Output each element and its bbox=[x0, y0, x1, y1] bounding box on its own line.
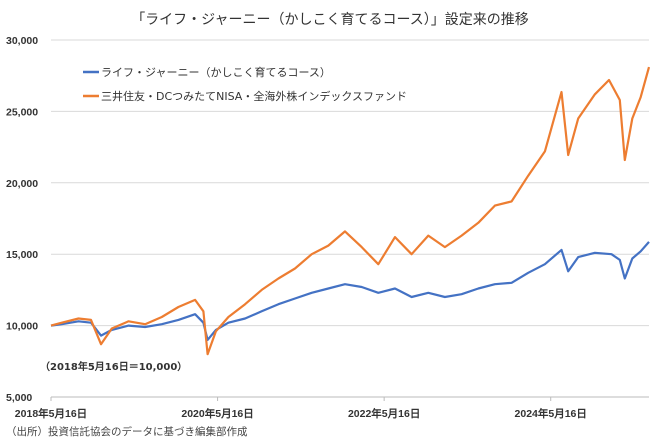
y-tick-label: 25,000 bbox=[6, 106, 38, 118]
series-line-0 bbox=[50, 241, 650, 341]
y-tick-label: 15,000 bbox=[6, 249, 38, 261]
series-line-1 bbox=[50, 66, 651, 356]
legend-label: ライフ・ジャーニー（かしこく育てるコース） bbox=[101, 65, 331, 79]
x-tick-label: 2020年5月16日 bbox=[181, 407, 253, 420]
source-note: （出所）投資信託協会のデータに基づき編集部作成 bbox=[6, 426, 248, 438]
y-tick-label: 30,000 bbox=[6, 35, 38, 47]
y-tick-label: 20,000 bbox=[6, 178, 38, 190]
x-tick-label: 2024年5月16日 bbox=[515, 407, 587, 420]
y-tick-label: 5,000 bbox=[6, 392, 32, 404]
x-tick-label: 2018年5月16日 bbox=[15, 407, 87, 420]
base-annotation: （2018年5月16日＝10,000） bbox=[40, 360, 187, 373]
legend-label: 三井住友・DCつみたてNISA・全海外株インデックスファンド bbox=[101, 89, 407, 103]
chart-title: 「ライフ・ジャーニー（かしこく育てるコース）」設定来の推移 bbox=[131, 12, 529, 28]
y-tick-label: 10,000 bbox=[6, 321, 38, 333]
x-tick-label: 2022年5月16日 bbox=[348, 407, 420, 420]
